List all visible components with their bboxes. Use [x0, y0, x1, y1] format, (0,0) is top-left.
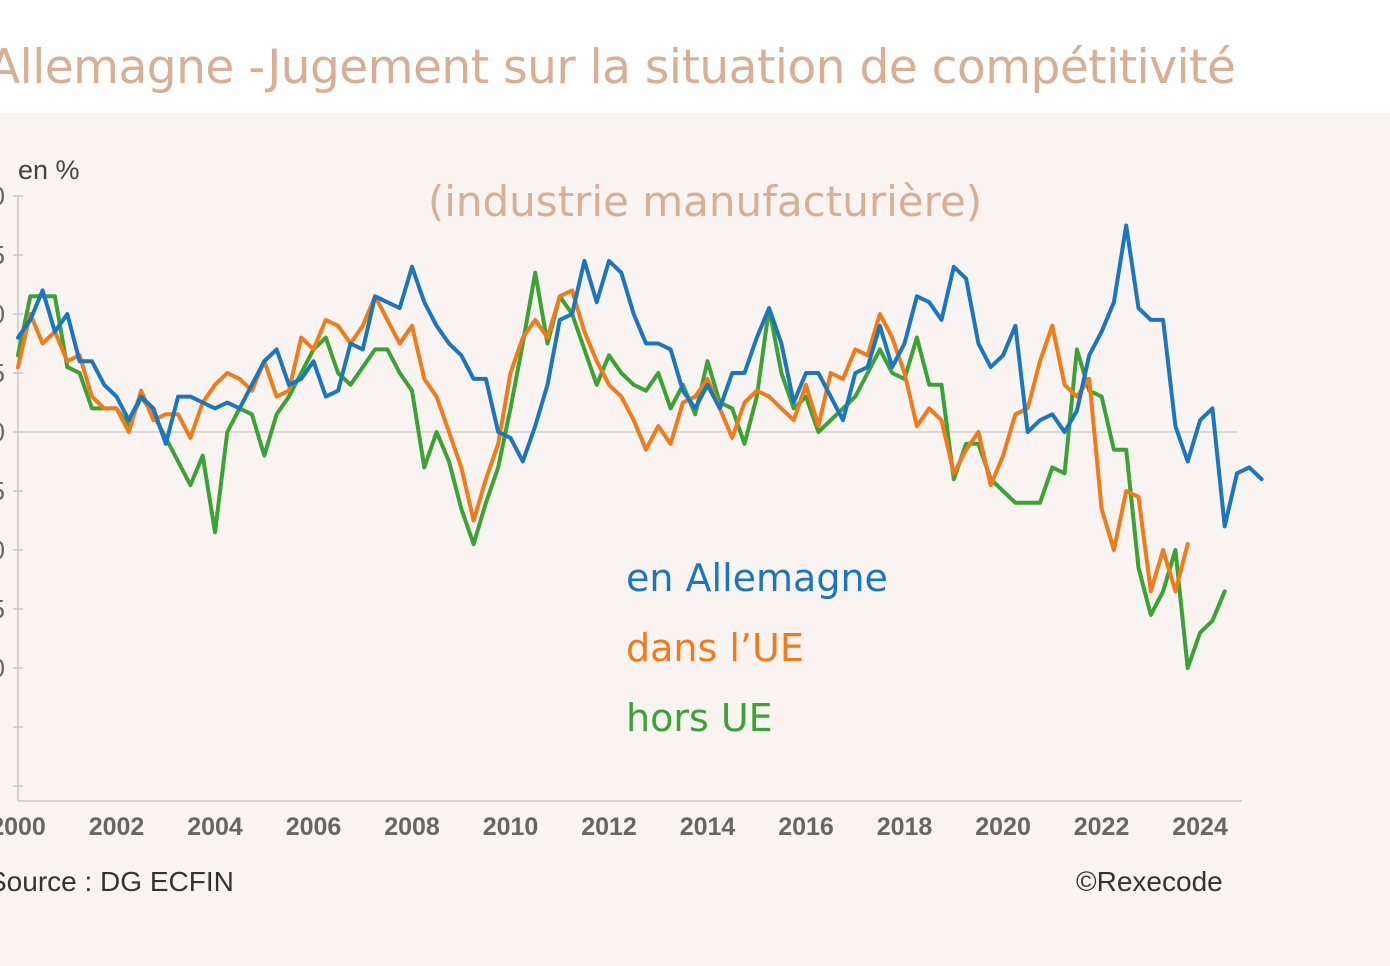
y-tick-label: 0 [0, 653, 5, 683]
y-tick-label: 5 [0, 358, 5, 388]
legend-hors-ue: hors UE [626, 696, 773, 740]
x-tick-label: 2010 [483, 813, 539, 841]
y-tick-label: 0 [0, 535, 5, 565]
x-tick-label: 2024 [1172, 813, 1228, 841]
chart-labels: 0 5 0 5 0 5 0 5 0 2000 2002 2004 2006 2008 2010 2012 201… [0, 155, 1228, 841]
legend-ue: dans l’UE [626, 626, 804, 670]
series-line-allemagne [16, 223, 1264, 529]
x-tick-label: 2022 [1074, 813, 1130, 841]
legend-allemagne: en Allemagne [626, 556, 888, 600]
y-tick-label: 0 [0, 181, 5, 211]
chart-axes [13, 195, 1242, 802]
x-tick-label: 2012 [581, 813, 637, 841]
copyright-note: ©Rexecode [1076, 866, 1223, 897]
x-tick-label: 2008 [384, 813, 440, 841]
x-tick-label: 2002 [89, 813, 145, 841]
chart-subtitle: (industrie manufacturière) [428, 177, 982, 226]
x-tick-label: 2014 [680, 813, 736, 841]
y-tick-label: 0 [0, 299, 5, 329]
x-tick-label: 2006 [286, 813, 342, 841]
y-tick-label: 5 [0, 240, 5, 270]
x-tick-label: 2004 [187, 813, 243, 841]
x-tick-label: 2018 [877, 813, 933, 841]
y-axis-label: en % [18, 155, 80, 185]
series-line-hors-ue [16, 270, 1227, 670]
x-tick-label: 2020 [975, 813, 1031, 841]
source-note: Source : DG ECFIN [0, 866, 234, 897]
series-line-ue [16, 288, 1190, 594]
y-tick-label: 5 [0, 476, 5, 506]
chart-title: Allemagne -Jugement sur la situation de … [0, 40, 1236, 95]
x-tick-label: 2016 [778, 813, 834, 841]
chart-panel: 0 5 0 5 0 5 0 5 0 2000 2002 2004 2006 2008 2010 2012 201… [0, 113, 1390, 966]
y-tick-label: 0 [0, 417, 5, 447]
y-tick-label: 5 [0, 594, 5, 624]
chart-lines [16, 223, 1264, 670]
chart-svg: 0 5 0 5 0 5 0 5 0 2000 2002 2004 2006 2008 2010 2012 201… [0, 155, 1264, 841]
x-tick-label: 2000 [0, 813, 46, 841]
